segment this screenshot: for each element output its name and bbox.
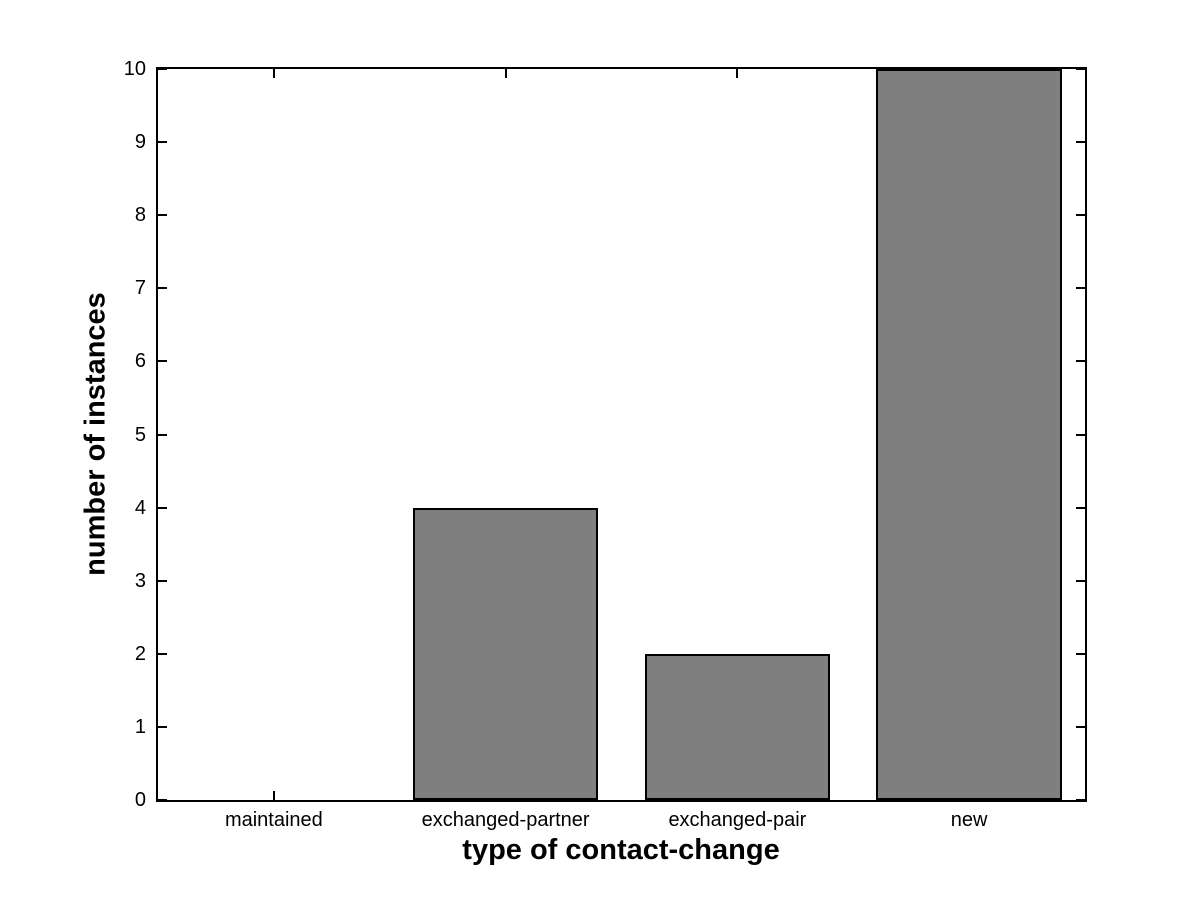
y-tick-left	[158, 725, 167, 728]
y-tick-left	[158, 68, 167, 70]
y-tick-left	[158, 360, 167, 363]
y-tick-right	[1076, 652, 1085, 655]
bar-exchanged-partner	[412, 507, 599, 800]
y-tick-right	[1076, 506, 1085, 509]
y-tick-left	[158, 506, 167, 509]
y-tick-label: 7	[134, 277, 146, 300]
x-tick-top	[736, 69, 739, 78]
y-tick-label: 3	[134, 569, 146, 592]
y-tick-right	[1076, 141, 1085, 144]
y-tick-right	[1076, 68, 1085, 70]
x-tick-bottom	[272, 791, 275, 800]
y-tick-right	[1076, 725, 1085, 728]
y-tick-left	[158, 433, 167, 436]
x-tick-top	[272, 69, 275, 78]
y-tick-label: 9	[134, 131, 146, 154]
y-tick-label: 6	[134, 350, 146, 373]
x-axis-label: type of contact-change	[462, 834, 780, 866]
x-tick-label: maintained	[224, 809, 323, 831]
y-axis-label: number of instances	[79, 292, 112, 576]
x-tick-label: exchanged-pair	[668, 809, 807, 831]
y-tick-label: 8	[134, 204, 146, 227]
y-tick-right	[1076, 799, 1085, 801]
y-tick-right	[1076, 579, 1085, 582]
y-tick-label: 5	[134, 423, 146, 446]
plot-area: 0 1 2 3 4 5 6 7 8 9 10 maintained exchanged-partner e…	[124, 59, 1087, 831]
y-tick-left	[158, 214, 167, 217]
x-tick-top	[504, 69, 507, 78]
y-tick-left	[158, 287, 167, 290]
bar-exchanged-pair	[644, 653, 831, 800]
y-tick-right	[1076, 360, 1085, 363]
y-tick-left	[158, 579, 167, 582]
y-tick-right	[1076, 433, 1085, 436]
y-tick-left	[158, 799, 167, 801]
bar-new	[876, 69, 1062, 800]
y-tick-left	[158, 652, 167, 655]
y-tick-right	[1076, 287, 1085, 290]
y-tick-label: 0	[134, 789, 146, 811]
y-tick-label: 4	[134, 496, 146, 519]
x-tick-label: exchanged-partner	[421, 809, 590, 831]
y-tick-right	[1076, 214, 1085, 217]
x-tick-label: new	[950, 809, 988, 831]
y-tick-label: 10	[123, 58, 146, 80]
y-tick-label: 2	[134, 642, 146, 665]
y-tick-left	[158, 141, 167, 144]
y-tick-label: 1	[134, 715, 146, 738]
